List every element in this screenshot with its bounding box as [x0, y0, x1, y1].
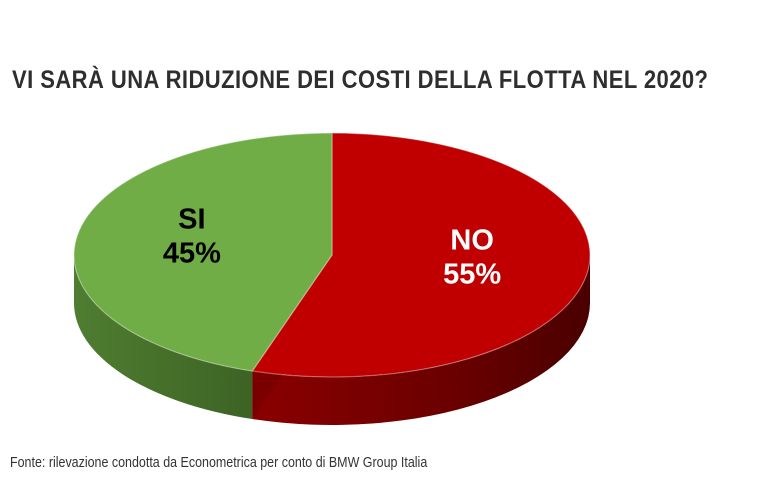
slice-side-si — [74, 255, 253, 420]
slice-label-si: SI — [178, 204, 205, 236]
slice-side-no — [252, 255, 590, 426]
slice-value-si: 45% — [163, 238, 221, 270]
slice-value-no: 55% — [443, 259, 501, 291]
slice-label-no: NO — [450, 225, 494, 257]
slice-si — [73, 132, 333, 372]
chart-title: VI SARÀ UNA RIDUZIONE DEI COSTI DELLA FL… — [12, 66, 709, 94]
pie-tops — [73, 132, 591, 378]
slice-no — [251, 132, 591, 378]
source-note: Fonte: rilevazione condotta da Econometr… — [10, 455, 428, 471]
